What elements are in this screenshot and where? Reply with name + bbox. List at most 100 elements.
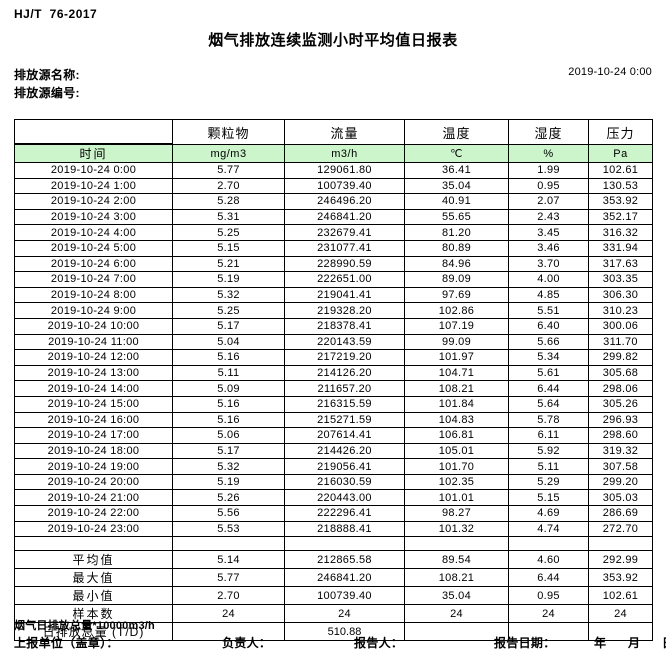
cell-particulate: 5.17 (172, 442, 285, 460)
cell-time: 2019-10-24 8:00 (14, 286, 173, 304)
cell-particulate: 5.19 (172, 271, 285, 288)
report-table: 颗粒物 流量 温度 湿度 压力 时间 mg/m3 m3/h ℃ % Pa 201… (14, 119, 653, 642)
cell-flow: 207614.41 (284, 427, 405, 444)
cell-particulate: 5.32 (172, 458, 285, 475)
cell-pressure: 298.06 (588, 380, 653, 397)
daily-total-row: 日排放总量 (T/D) 510.88 (14, 622, 653, 642)
cell-humidity: 4.00 (508, 271, 589, 288)
cell-particulate: 5.09 (172, 380, 285, 397)
cell-pressure: 102.61 (588, 586, 653, 606)
unit-particulate: mg/m3 (172, 144, 285, 163)
cell-flow: 217219.20 (284, 349, 405, 366)
cell-temperature: 97.69 (404, 286, 509, 304)
cell-particulate: 5.14 (172, 550, 285, 570)
cell-flow: 232679.41 (284, 224, 405, 241)
cell-particulate: 5.77 (172, 568, 285, 588)
table-body: 2019-10-24 0:00 5.77 129061.80 36.41 1.99 102… (14, 162, 653, 538)
cell-pressure: 292.99 (588, 550, 653, 570)
cell-temperature: 101.97 (404, 349, 509, 366)
cell-humidity: 5.92 (508, 442, 589, 460)
unit-flow: m3/h (284, 144, 405, 163)
page-title: 烟气排放连续监测小时平均值日报表 (208, 32, 458, 49)
summary-row: 最小值 2.70 100739.40 35.04 0.95 102.61 (14, 586, 653, 606)
spacer-row (14, 536, 653, 552)
cell-pressure (588, 622, 653, 642)
column-header-temperature: 温度 (404, 119, 509, 145)
cell-time: 2019-10-24 17:00 (14, 427, 173, 444)
cell-humidity: 4.69 (508, 505, 589, 522)
cell-time: 2019-10-24 22:00 (14, 505, 173, 522)
cell-particulate: 24 (172, 604, 285, 624)
table-row: 2019-10-24 0:00 5.77 129061.80 36.41 1.99 102… (14, 162, 653, 179)
cell-pressure: 331.94 (588, 239, 653, 257)
header-row-units: 时间 mg/m3 m3/h ℃ % Pa (14, 144, 653, 163)
column-header-flow: 流量 (284, 119, 405, 145)
cell-time: 2019-10-24 3:00 (14, 208, 173, 226)
cell-pressure: 353.92 (588, 568, 653, 588)
cell-time: 2019-10-24 12:00 (14, 349, 173, 366)
header-row-names: 颗粒物 流量 温度 湿度 压力 (14, 119, 653, 145)
cell-temperature: 89.54 (404, 550, 509, 570)
cell-flow: 214426.20 (284, 442, 405, 460)
cell-temperature: 107.19 (404, 317, 509, 335)
cell-temperature: 55.65 (404, 208, 509, 226)
cell-temperature: 101.84 (404, 395, 509, 413)
cell-pressure: 272.70 (588, 520, 653, 538)
cell-temperature: 108.21 (404, 380, 509, 397)
cell-time: 2019-10-24 1:00 (14, 177, 173, 195)
cell-pressure: 24 (588, 604, 653, 624)
summary-row: 样本数 24 24 24 24 24 (14, 604, 653, 624)
cell-humidity: 6.40 (508, 317, 589, 335)
cell-temperature: 102.86 (404, 302, 509, 319)
unit-pressure: Pa (588, 144, 653, 163)
cell-humidity: 5.29 (508, 473, 589, 491)
spacer-cell (508, 536, 589, 552)
cell-flow: 212865.58 (284, 550, 405, 570)
chief-label: 负责人： (222, 636, 272, 650)
cell-flow: 216315.59 (284, 395, 405, 413)
cell-temperature: 102.35 (404, 473, 509, 491)
cell-particulate: 5.28 (172, 193, 285, 210)
cell-pressure: 353.92 (588, 193, 653, 210)
cell-temperature: 98.27 (404, 505, 509, 522)
cell-humidity: 3.46 (508, 239, 589, 257)
table-row: 2019-10-24 13:00 5.11 214126.20 104.71 5.61 3… (14, 364, 653, 382)
cell-pressure: 102.61 (588, 162, 653, 179)
summary-row: 最大值 5.77 246841.20 108.21 6.44 353.92 (14, 568, 653, 588)
cell-particulate: 5.25 (172, 224, 285, 241)
cell-temperature: 108.21 (404, 568, 509, 588)
cell-time: 2019-10-24 21:00 (14, 489, 173, 507)
table-row: 2019-10-24 12:00 5.16 217219.20 101.97 5.34 2… (14, 349, 653, 366)
cell-particulate: 5.56 (172, 505, 285, 522)
cell-particulate: 5.19 (172, 473, 285, 491)
footnote: 烟气日排放总量*10000m3/h (14, 620, 155, 632)
column-header-humidity: 湿度 (508, 119, 589, 145)
cell-particulate: 5.21 (172, 255, 285, 273)
cell-flow: 218888.41 (284, 520, 405, 538)
cell-humidity: 5.15 (508, 489, 589, 507)
cell-particulate: 2.70 (172, 177, 285, 195)
cell-flow: 215271.59 (284, 411, 405, 429)
source-name-label: 排放源名称: (14, 68, 80, 82)
cell-time: 2019-10-24 13:00 (14, 364, 173, 382)
cell-temperature: 105.01 (404, 442, 509, 460)
cell-time: 2019-10-24 15:00 (14, 395, 173, 413)
table-row: 2019-10-24 14:00 5.09 211657.20 108.21 6.44 2… (14, 380, 653, 397)
cell-time: 2019-10-24 5:00 (14, 239, 173, 257)
unit-temperature: ℃ (404, 144, 509, 163)
table-row: 2019-10-24 20:00 5.19 216030.59 102.35 5.29 2… (14, 473, 653, 491)
cell-pressure: 299.20 (588, 473, 653, 491)
cell-pressure: 352.17 (588, 208, 653, 226)
cell-flow: 220143.59 (284, 333, 405, 351)
cell-pressure: 300.06 (588, 317, 653, 335)
cell-pressure: 319.32 (588, 442, 653, 460)
cell-humidity: 24 (508, 604, 589, 624)
cell-humidity: 5.64 (508, 395, 589, 413)
spacer-cell (284, 536, 405, 552)
cell-humidity: 1.99 (508, 162, 589, 179)
spacer-cell (404, 536, 509, 552)
spacer-cell (172, 536, 285, 552)
cell-time: 2019-10-24 23:00 (14, 520, 173, 538)
cell-flow: 228990.59 (284, 255, 405, 273)
cell-flow: 216030.59 (284, 473, 405, 491)
